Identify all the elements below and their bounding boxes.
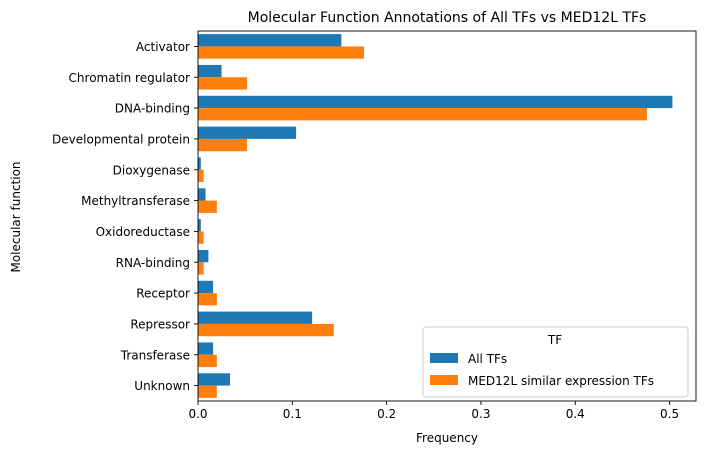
y-tick-label-rna-binding: RNA-binding xyxy=(116,256,190,270)
bar-developmental-protein-all-tfs xyxy=(198,126,297,139)
legend-label-med12l-tfs: MED12L similar expression TFs xyxy=(468,374,654,388)
bar-dna-binding-med12l-similar-expression-tfs xyxy=(198,108,647,121)
bar-oxidoreductase-all-tfs xyxy=(198,219,201,232)
legend-swatch-med12l-tfs xyxy=(430,375,458,385)
bar-methyltransferase-all-tfs xyxy=(198,188,206,201)
axes-layer: 0.0 0.1 0.2 0.3 0.4 0.5 Activator Chromatin reg… xyxy=(52,30,697,421)
bar-rna-binding-med12l-similar-expression-tfs xyxy=(198,262,204,275)
x-tick-label: 0.4 xyxy=(566,407,585,421)
bar-activator-all-tfs xyxy=(198,34,342,47)
x-tick-label: 0.3 xyxy=(471,407,490,421)
bar-repressor-all-tfs xyxy=(198,311,313,324)
legend-label-all-tfs: All TFs xyxy=(468,352,507,366)
plot-frame xyxy=(197,30,697,402)
bar-transferase-med12l-similar-expression-tfs xyxy=(198,354,217,368)
bar-dioxygenase-med12l-similar-expression-tfs xyxy=(198,169,204,183)
bar-oxidoreductase-med12l-similar-expression-tfs xyxy=(198,231,204,244)
y-tick-label-unknown: Unknown xyxy=(134,379,190,393)
y-tick-label-chromatin-regulator: Chromatin regulator xyxy=(69,71,191,85)
legend-title: TF xyxy=(547,333,562,347)
y-tick-label-dioxygenase: Dioxygenase xyxy=(113,163,190,177)
bar-chromatin-regulator-all-tfs xyxy=(198,64,222,78)
y-tick-label-developmental-protein: Developmental protein xyxy=(52,132,190,146)
x-axis-label: Frequency xyxy=(416,431,478,445)
bar-activator-med12l-similar-expression-tfs xyxy=(198,46,364,59)
y-tick-label-activator: Activator xyxy=(136,40,190,54)
bar-unknown-all-tfs xyxy=(198,373,231,386)
bars-layer xyxy=(198,34,673,398)
bar-receptor-med12l-similar-expression-tfs xyxy=(198,293,217,306)
x-tick-label: 0.5 xyxy=(660,407,679,421)
bar-unknown-med12l-similar-expression-tfs xyxy=(198,385,217,398)
y-tick-label-oxidoreductase: Oxidoreductase xyxy=(96,225,190,239)
y-tick-label-transferase: Transferase xyxy=(120,348,190,362)
y-axis-label: Molecular function xyxy=(9,161,23,272)
y-tick-label-receptor: Receptor xyxy=(136,287,190,301)
bar-dna-binding-all-tfs xyxy=(198,95,673,109)
bar-dioxygenase-all-tfs xyxy=(198,157,201,170)
x-tick-label: 0.1 xyxy=(283,407,302,421)
bar-methyltransferase-med12l-similar-expression-tfs xyxy=(198,200,217,213)
x-tick-label: 0.0 xyxy=(188,407,207,421)
bar-chromatin-regulator-med12l-similar-expression-tfs xyxy=(198,77,248,90)
legend-swatch-all-tfs xyxy=(430,353,458,363)
y-tick-label-methyltransferase: Methyltransferase xyxy=(81,194,190,208)
legend: TF All TFs MED12L similar expression TFs xyxy=(422,326,689,398)
bar-receptor-all-tfs xyxy=(198,280,214,294)
bar-rna-binding-all-tfs xyxy=(198,249,209,263)
y-tick-label-dna-binding: DNA-binding xyxy=(115,102,190,116)
chart-title: Molecular Function Annotations of All TF… xyxy=(248,10,647,26)
bar-repressor-med12l-similar-expression-tfs xyxy=(198,323,334,337)
y-tick-label-repressor: Repressor xyxy=(130,317,190,331)
bar-transferase-all-tfs xyxy=(198,342,214,355)
x-tick-label: 0.2 xyxy=(377,407,396,421)
bar-developmental-protein-med12l-similar-expression-tfs xyxy=(198,138,248,152)
legend-box xyxy=(422,326,689,398)
